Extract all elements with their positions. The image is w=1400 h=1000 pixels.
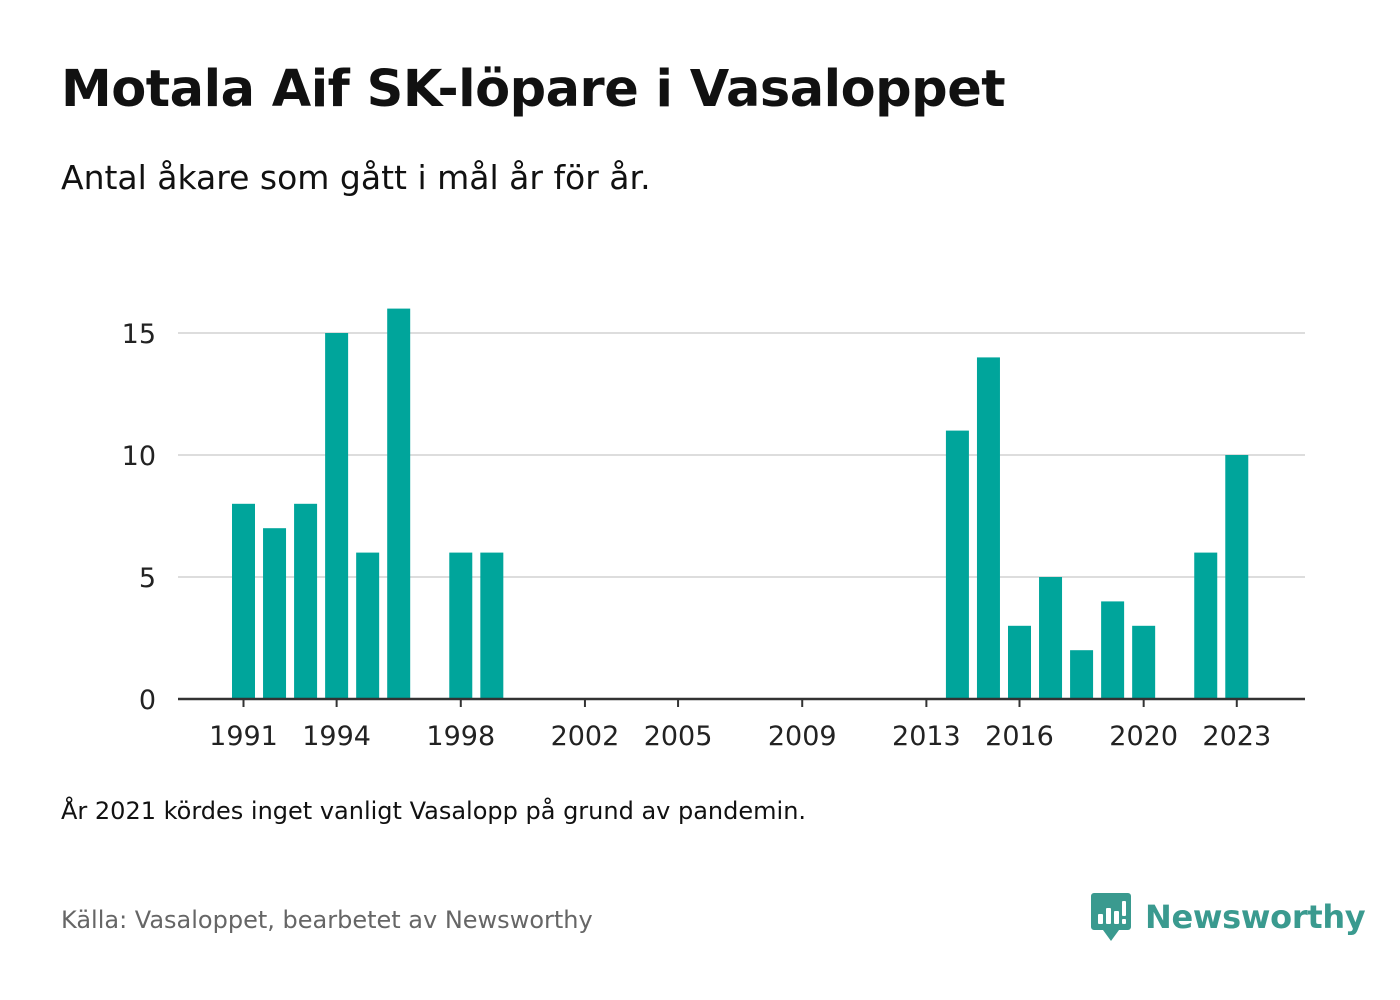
x-tick-labels: 1991 1994 1998 2002 2005 2009 2013 2016 2020 2023 xyxy=(209,721,1271,752)
bar-1998 xyxy=(449,552,473,699)
newsworthy-logo-icon xyxy=(1091,893,1131,941)
bar-2019 xyxy=(1101,601,1125,699)
bar-2016 xyxy=(1008,625,1031,699)
newsworthy-brand[interactable]: Newsworthy xyxy=(1090,891,1366,943)
bar-1991 xyxy=(232,503,255,699)
x-tick-label: 2023 xyxy=(1202,721,1271,752)
x-tick-label: 2013 xyxy=(892,721,961,752)
x-tick-label: 2002 xyxy=(551,721,620,752)
bar-2023 xyxy=(1225,455,1249,699)
y-tick-label: 15 xyxy=(122,319,156,350)
bar-2014 xyxy=(945,430,969,699)
bar-2017 xyxy=(1039,577,1063,699)
chart-subtitle: Antal åkare som gått i mål år för år. xyxy=(61,158,651,197)
chart-footnote: År 2021 kördes inget vanligt Vasalopp på… xyxy=(61,797,807,825)
bar-2018 xyxy=(1070,650,1094,699)
x-tick-label: 2020 xyxy=(1109,721,1178,752)
bar-2022 xyxy=(1194,552,1218,699)
bar-1996 xyxy=(387,308,411,699)
bar-1992 xyxy=(263,528,287,699)
source-credit: Källa: Vasaloppet, bearbetet av Newswort… xyxy=(61,906,593,934)
x-tick-label: 2016 xyxy=(985,721,1054,752)
x-tick-label: 1991 xyxy=(209,721,278,752)
bar-2015 xyxy=(976,357,1000,699)
x-tick-label: 2009 xyxy=(768,721,837,752)
bar-chart: 0 5 10 15 1991 1994 1998 2002 2005 2009 2013 2016 2… xyxy=(122,308,1305,752)
y-tick-label: 5 xyxy=(139,563,156,594)
x-tick-label: 1998 xyxy=(426,721,495,752)
chart-title: Motala Aif SK-löpare i Vasaloppet xyxy=(61,60,1006,119)
bar-1995 xyxy=(356,552,380,699)
x-axis xyxy=(178,697,1305,707)
y-tick-labels: 0 5 10 15 xyxy=(122,319,156,716)
y-tick-label: 10 xyxy=(122,441,156,472)
bar-1994 xyxy=(325,333,349,699)
x-tick-label: 2005 xyxy=(644,721,713,752)
brand-name: Newsworthy xyxy=(1145,898,1366,936)
bar-2020 xyxy=(1132,625,1156,699)
bar-1999 xyxy=(480,552,504,699)
bar-1993 xyxy=(294,503,318,699)
y-tick-label: 0 xyxy=(139,685,156,716)
bars xyxy=(232,308,1249,699)
x-tick-label: 1994 xyxy=(302,721,371,752)
